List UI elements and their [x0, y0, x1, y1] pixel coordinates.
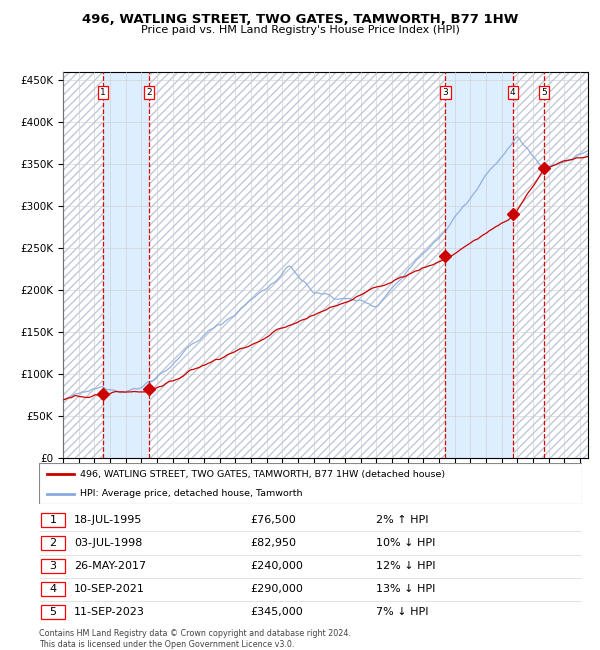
Text: 26-MAY-2017: 26-MAY-2017 — [74, 561, 146, 571]
Text: 496, WATLING STREET, TWO GATES, TAMWORTH, B77 1HW (detached house): 496, WATLING STREET, TWO GATES, TAMWORTH… — [80, 470, 445, 479]
Bar — [544, 72, 588, 458]
Text: 5: 5 — [541, 88, 547, 97]
Text: 11-SEP-2023: 11-SEP-2023 — [74, 608, 145, 617]
Text: £345,000: £345,000 — [251, 608, 304, 617]
Text: 3: 3 — [50, 561, 56, 571]
Text: 10% ↓ HPI: 10% ↓ HPI — [376, 538, 435, 548]
FancyBboxPatch shape — [41, 513, 65, 526]
Text: 13% ↓ HPI: 13% ↓ HPI — [376, 584, 435, 594]
Bar — [512, 72, 544, 458]
Text: 7% ↓ HPI: 7% ↓ HPI — [376, 608, 428, 617]
Bar — [63, 72, 103, 458]
Text: Price paid vs. HM Land Registry's House Price Index (HPI): Price paid vs. HM Land Registry's House … — [140, 25, 460, 34]
Text: 1: 1 — [50, 515, 56, 525]
Text: 4: 4 — [510, 88, 515, 97]
Text: 10-SEP-2021: 10-SEP-2021 — [74, 584, 145, 594]
Text: £240,000: £240,000 — [251, 561, 304, 571]
Text: 2% ↑ HPI: 2% ↑ HPI — [376, 515, 428, 525]
Text: 4: 4 — [50, 584, 56, 594]
FancyBboxPatch shape — [41, 536, 65, 550]
Text: 18-JUL-1995: 18-JUL-1995 — [74, 515, 143, 525]
FancyBboxPatch shape — [39, 463, 582, 504]
Text: 3: 3 — [443, 88, 448, 97]
Text: 2: 2 — [146, 88, 152, 97]
Bar — [149, 72, 445, 458]
Text: £290,000: £290,000 — [251, 584, 304, 594]
Text: £82,950: £82,950 — [251, 538, 297, 548]
Text: 2: 2 — [50, 538, 56, 548]
FancyBboxPatch shape — [41, 606, 65, 619]
Text: 5: 5 — [50, 608, 56, 617]
Text: £76,500: £76,500 — [251, 515, 296, 525]
Text: Contains HM Land Registry data © Crown copyright and database right 2024.
This d: Contains HM Land Registry data © Crown c… — [39, 629, 351, 649]
FancyBboxPatch shape — [41, 582, 65, 596]
Text: 1: 1 — [100, 88, 106, 97]
Text: 12% ↓ HPI: 12% ↓ HPI — [376, 561, 435, 571]
FancyBboxPatch shape — [41, 559, 65, 573]
Text: 03-JUL-1998: 03-JUL-1998 — [74, 538, 143, 548]
Text: HPI: Average price, detached house, Tamworth: HPI: Average price, detached house, Tamw… — [80, 489, 302, 499]
Text: 496, WATLING STREET, TWO GATES, TAMWORTH, B77 1HW: 496, WATLING STREET, TWO GATES, TAMWORTH… — [82, 13, 518, 26]
